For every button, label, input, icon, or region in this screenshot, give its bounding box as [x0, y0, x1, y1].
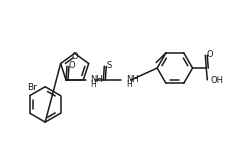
Text: O: O [207, 50, 214, 59]
Text: S: S [107, 61, 112, 70]
Text: Br: Br [27, 83, 37, 92]
Text: NH: NH [126, 75, 139, 85]
Text: O: O [69, 61, 75, 70]
Text: H: H [90, 80, 96, 89]
Text: NH: NH [90, 75, 103, 85]
Text: H: H [126, 80, 132, 89]
Text: O: O [71, 52, 78, 61]
Text: OH: OH [210, 76, 223, 85]
